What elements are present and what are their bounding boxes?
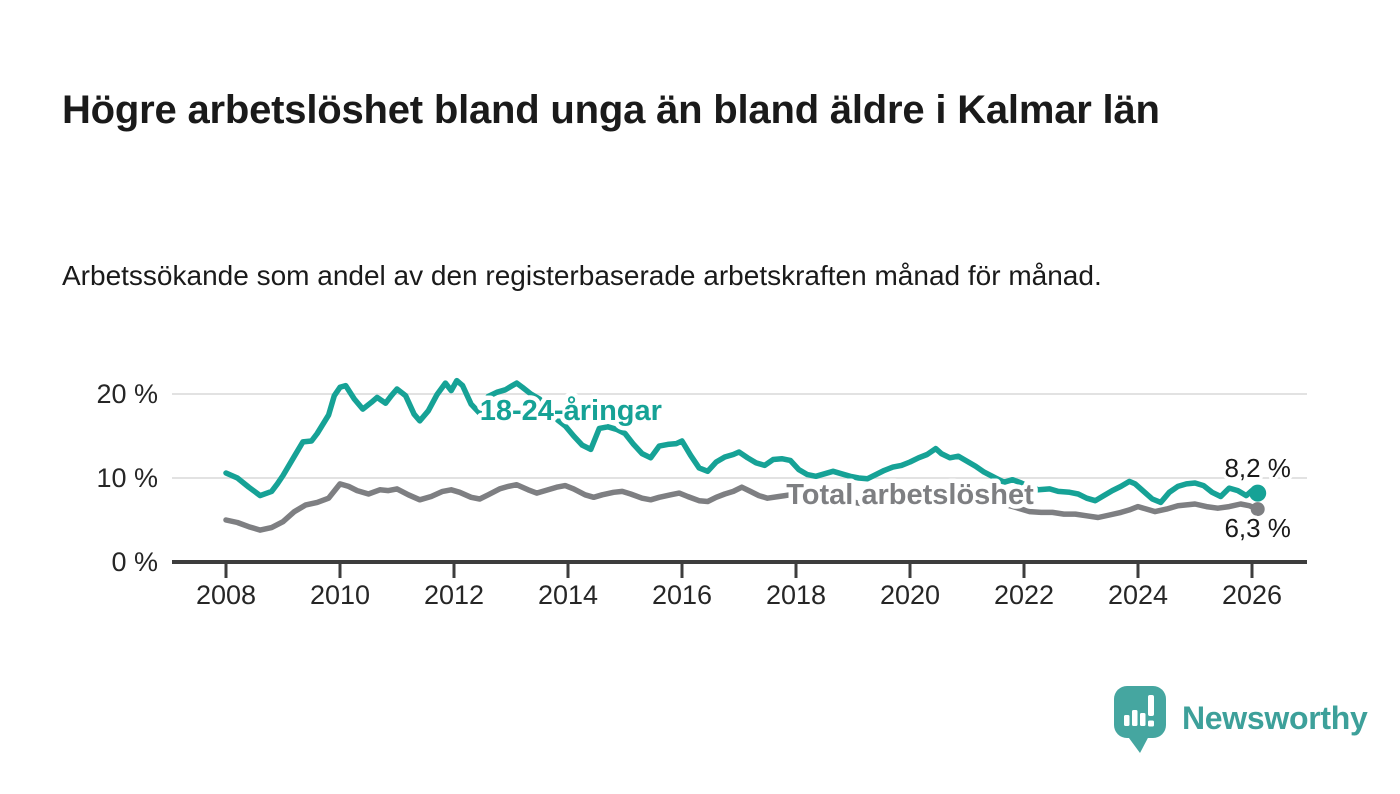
x-axis-label: 2008 bbox=[196, 580, 256, 610]
series-label-youth: 18-24-åringar bbox=[480, 395, 662, 427]
chart-subtitle: Arbetssökande som andel av den registerb… bbox=[62, 260, 1102, 291]
x-axis-label: 2022 bbox=[994, 580, 1054, 610]
series-end-point-total bbox=[1250, 502, 1265, 517]
series-end-point-youth bbox=[1249, 484, 1267, 502]
x-axis-label: 2018 bbox=[766, 580, 826, 610]
x-axis-label: 2016 bbox=[652, 580, 712, 610]
x-axis-label: 2024 bbox=[1108, 580, 1168, 610]
end-value-label-total: 6,3 % bbox=[1224, 513, 1291, 543]
x-axis-label: 2014 bbox=[538, 580, 598, 610]
x-axis-label: 2010 bbox=[310, 580, 370, 610]
newsworthy-icon bbox=[1114, 686, 1166, 753]
y-axis-label: 0 % bbox=[111, 547, 158, 577]
x-axis-label: 2012 bbox=[424, 580, 484, 610]
x-axis-label: 2020 bbox=[880, 580, 940, 610]
chart-title: Högre arbetslöshet bland unga än bland ä… bbox=[62, 87, 1160, 132]
x-axis-label: 2026 bbox=[1222, 580, 1282, 610]
series-line-youth bbox=[223, 377, 1261, 506]
series-label-total: Total arbetslöshet bbox=[786, 479, 1034, 511]
y-axis-label: 10 % bbox=[96, 463, 158, 493]
newsworthy-logo: Newsworthy bbox=[1112, 682, 1368, 754]
y-axis-label: 20 % bbox=[96, 379, 158, 409]
end-value-label-youth: 8,2 % bbox=[1224, 453, 1291, 483]
series-line-total bbox=[223, 481, 1261, 533]
brand-name: Newsworthy bbox=[1182, 699, 1368, 736]
